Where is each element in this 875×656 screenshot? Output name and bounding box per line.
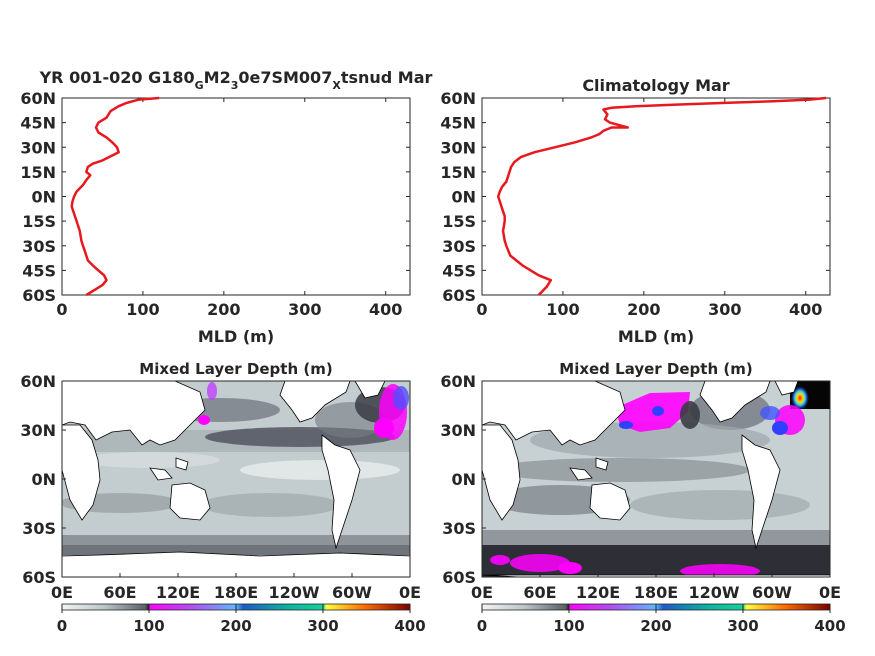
- y-tick-label: 15S: [442, 212, 476, 231]
- map-axes-left: 0E 60E 120E 180E 120W 60W 0E 60N 30N 0N 30S 60S: [20, 372, 421, 602]
- x-tick-label: 200: [207, 300, 240, 319]
- map-title-right: Mixed Layer Depth (m): [559, 360, 752, 378]
- map-title-left: Mixed Layer Depth (m): [139, 360, 332, 378]
- lon-tick-label: 60W: [752, 583, 792, 602]
- colorbar-ticks-right: 0 100 200 300 400: [477, 604, 846, 635]
- colorbar-tick-label: 300: [307, 617, 338, 635]
- lon-tick-label: 0E: [819, 583, 841, 602]
- lat-tick-label: 30N: [440, 421, 476, 440]
- lon-tick-label: 0E: [51, 583, 73, 602]
- profile-plot-right: 0 100 200 300 400 60N 45N 30N 15N 0N 15S 30S 45S 60S: [440, 89, 831, 319]
- colorbar-tick-label: 100: [133, 617, 164, 635]
- plot-frame: [481, 97, 831, 296]
- y-tick-label: 60S: [442, 286, 476, 305]
- lon-tick-label: 120W: [268, 583, 319, 602]
- y-tick-label: 45S: [22, 261, 56, 280]
- profile-panel-right: Climatology Mar 0 100 200 300 400 60N 45N 30N 15…: [440, 76, 831, 346]
- colorbar-tick-label: 100: [553, 617, 584, 635]
- mld-profile-line: [70, 96, 160, 297]
- lon-tick-label: 60E: [523, 583, 556, 602]
- lon-tick-label: 180E: [634, 583, 678, 602]
- colorbar-tick-label: 300: [727, 617, 758, 635]
- xlabel-left: MLD (m): [198, 327, 274, 346]
- colorbar-tick-label: 400: [394, 617, 425, 635]
- xlabel-right: MLD (m): [618, 327, 694, 346]
- profile-panel-left: YR 001-020 G180GM230e7SM007Xtsnud Mar 0 1…: [20, 68, 432, 346]
- y-tick-label: 45N: [440, 114, 476, 133]
- mld-field-right: [482, 381, 830, 577]
- map-panel-right: Mixed Layer Depth (m): [440, 360, 845, 635]
- panel-title-left: YR 001-020 G180GM230e7SM007Xtsnud Mar: [39, 68, 433, 92]
- lon-tick-label: 0E: [399, 583, 421, 602]
- lat-tick-label: 60N: [440, 372, 476, 391]
- y-tick-label: 15S: [22, 212, 56, 231]
- colorbar-tick-label: 0: [57, 617, 67, 635]
- lat-tick-label: 30S: [22, 519, 56, 538]
- plot-frame: [61, 97, 411, 296]
- land-right: [482, 381, 830, 577]
- lon-tick-label: 120E: [576, 583, 620, 602]
- lat-tick-label: 60S: [442, 568, 476, 587]
- x-tick-label: 400: [369, 300, 402, 319]
- x-tick-label: 0: [56, 300, 67, 319]
- lat-tick-label: 60N: [20, 372, 56, 391]
- colorbar-tick-label: 200: [640, 617, 671, 635]
- colorbar-tick-label: 0: [477, 617, 487, 635]
- panel-title-right: Climatology Mar: [582, 76, 729, 95]
- x-tick-label: 100: [546, 300, 579, 319]
- y-tick-label: 0N: [31, 188, 56, 207]
- lon-tick-label: 180E: [214, 583, 258, 602]
- y-tick-label: 45N: [20, 114, 56, 133]
- lat-tick-label: 0N: [451, 470, 476, 489]
- colorbar-tick-label: 200: [220, 617, 251, 635]
- y-tick-label: 30S: [442, 237, 476, 256]
- x-tick-label: 100: [126, 300, 159, 319]
- map-panel-left: Mixed Layer Depth (m): [20, 360, 425, 635]
- mld-profile-line: [496, 96, 827, 296]
- y-tick-label: 30N: [20, 138, 56, 157]
- colorbar-ticks-left: 0 100 200 300 400: [57, 604, 426, 635]
- lat-tick-label: 30S: [442, 519, 476, 538]
- lat-tick-label: 60S: [22, 568, 56, 587]
- profile-plot-left: 0 100 200 300 400 60N 45N 30N 15N 0N 15S 30S 45S 60S: [20, 89, 411, 319]
- y-tick-label: 15N: [440, 163, 476, 182]
- y-tick-label: 30S: [22, 237, 56, 256]
- x-tick-label: 0: [476, 300, 487, 319]
- y-tick-label: 45S: [442, 261, 476, 280]
- x-tick-label: 300: [708, 300, 741, 319]
- lat-tick-label: 0N: [31, 470, 56, 489]
- lon-tick-label: 60E: [103, 583, 136, 602]
- lon-tick-label: 0E: [471, 583, 493, 602]
- y-tick-label: 60N: [440, 89, 476, 108]
- land-left: [62, 381, 410, 577]
- x-tick-label: 300: [288, 300, 321, 319]
- lon-tick-label: 60W: [332, 583, 372, 602]
- lat-tick-label: 30N: [20, 421, 56, 440]
- lon-tick-label: 120E: [156, 583, 200, 602]
- x-tick-label: 400: [789, 300, 822, 319]
- mld-field-left: [62, 381, 410, 577]
- colorbar-tick-label: 400: [814, 617, 845, 635]
- x-tick-label: 200: [627, 300, 660, 319]
- y-tick-label: 60S: [22, 286, 56, 305]
- y-tick-label: 0N: [451, 188, 476, 207]
- map-axes-right: 0E 60E 120E 180E 120W 60W 0E 60N 30N 0N 30S 60S: [440, 372, 841, 602]
- y-tick-label: 15N: [20, 163, 56, 182]
- y-tick-label: 30N: [440, 138, 476, 157]
- lon-tick-label: 120W: [688, 583, 739, 602]
- y-tick-label: 60N: [20, 89, 56, 108]
